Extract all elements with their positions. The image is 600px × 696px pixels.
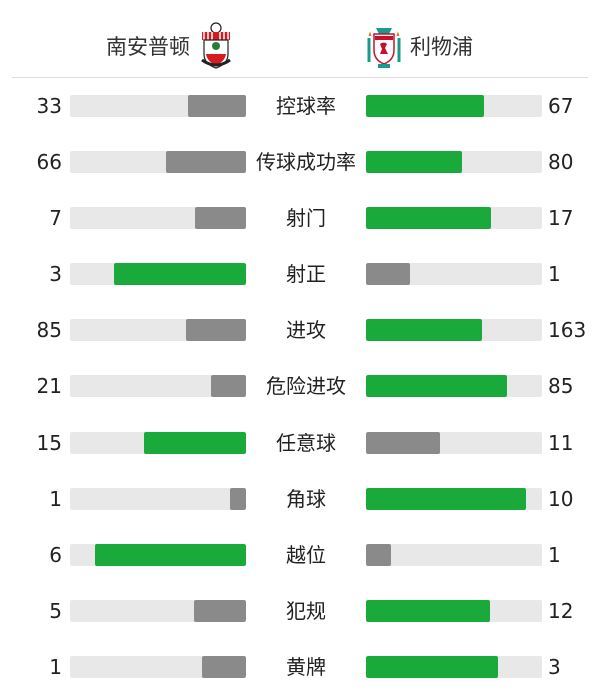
home-bar-track xyxy=(70,487,246,510)
home-team[interactable]: 南安普顿 xyxy=(106,22,234,70)
away-bar-track xyxy=(366,151,542,174)
home-bar-track xyxy=(70,207,246,230)
stats-list: 33 控球率 67 66 传球成功率 80 7 射门 17 3 xyxy=(0,78,600,695)
home-value: 1 xyxy=(49,654,62,679)
away-bar-track xyxy=(366,207,542,230)
home-bar-track xyxy=(70,151,246,174)
away-bar-track xyxy=(366,431,542,454)
away-bar-fill xyxy=(366,95,484,117)
stat-label: 犯规 xyxy=(286,598,326,623)
away-value: 17 xyxy=(548,206,574,231)
away-bar-fill xyxy=(366,375,508,398)
away-bar-track xyxy=(366,95,542,117)
header-divider xyxy=(12,77,588,78)
stat-label: 黄牌 xyxy=(286,654,326,679)
home-bar-track xyxy=(70,95,246,117)
home-bar-fill xyxy=(114,263,246,286)
stat-row: 85 进攻 163 xyxy=(0,302,600,358)
home-value: 21 xyxy=(36,374,62,399)
home-team-name: 南安普顿 xyxy=(106,35,190,59)
stat-label: 角球 xyxy=(286,486,326,511)
away-bar-track xyxy=(366,655,542,678)
stat-label: 射正 xyxy=(286,262,326,287)
liverpool-crest-icon xyxy=(367,28,401,68)
home-bar-track xyxy=(70,319,246,342)
stat-row: 66 传球成功率 80 xyxy=(0,134,600,190)
home-value: 3 xyxy=(49,262,62,287)
away-bar-fill xyxy=(366,263,410,286)
home-bar-fill xyxy=(166,151,246,174)
away-bar-fill xyxy=(366,319,482,342)
away-value: 10 xyxy=(548,486,574,511)
stat-row: 1 角球 10 xyxy=(0,471,600,527)
away-bar-track xyxy=(366,487,542,510)
away-value: 80 xyxy=(548,150,574,175)
away-team[interactable]: 利物浦 xyxy=(366,22,473,70)
away-value: 163 xyxy=(548,318,587,343)
away-team-name: 利物浦 xyxy=(410,35,473,59)
home-bar-track xyxy=(70,375,246,398)
away-bar-track xyxy=(366,319,542,342)
stat-row: 21 危险进攻 85 xyxy=(0,358,600,414)
away-value: 1 xyxy=(548,542,561,567)
away-bar-track xyxy=(366,263,542,286)
home-value: 5 xyxy=(49,598,62,623)
stat-label: 控球率 xyxy=(276,94,336,118)
southampton-crest-icon xyxy=(201,22,231,69)
away-bar-fill xyxy=(366,599,491,622)
match-header: 南安普顿 利物浦 xyxy=(0,0,600,78)
away-value: 85 xyxy=(548,374,574,399)
stat-row: 33 控球率 67 xyxy=(0,78,600,134)
home-bar-fill xyxy=(202,655,246,678)
away-bar-fill xyxy=(366,487,526,510)
away-bar-fill xyxy=(366,207,491,230)
home-bar-track xyxy=(70,599,246,622)
stat-row: 5 犯规 12 xyxy=(0,583,600,639)
home-bar-fill xyxy=(194,599,246,622)
away-value: 67 xyxy=(548,94,574,118)
away-bar-track xyxy=(366,599,542,622)
stat-row: 7 射门 17 xyxy=(0,190,600,246)
home-bar-fill xyxy=(230,487,246,510)
home-bar-fill xyxy=(211,375,246,398)
away-bar-fill xyxy=(366,431,441,454)
home-value: 33 xyxy=(36,94,62,118)
home-value: 15 xyxy=(36,430,62,455)
stat-row: 6 越位 1 xyxy=(0,527,600,583)
home-bar-track xyxy=(70,543,246,566)
home-bar-fill xyxy=(194,207,246,230)
away-bar-track xyxy=(366,375,542,398)
stat-label: 危险进攻 xyxy=(266,374,346,399)
away-bar-fill xyxy=(366,543,392,566)
stat-row: 15 任意球 11 xyxy=(0,415,600,471)
away-bar-track xyxy=(366,543,542,566)
home-value: 66 xyxy=(36,150,62,175)
home-bar-track xyxy=(70,431,246,454)
away-value: 12 xyxy=(548,598,574,623)
stat-label: 传球成功率 xyxy=(256,150,356,175)
stat-row: 1 黄牌 3 xyxy=(0,639,600,695)
home-bar-track xyxy=(70,655,246,678)
stat-label: 进攻 xyxy=(286,318,326,343)
home-bar-fill xyxy=(144,431,246,454)
home-value: 6 xyxy=(49,542,62,567)
home-value: 85 xyxy=(36,318,62,343)
away-bar-fill xyxy=(366,655,498,678)
stat-label: 越位 xyxy=(286,542,326,567)
home-bar-fill xyxy=(187,95,246,117)
home-bar-track xyxy=(70,263,246,286)
stat-row: 3 射正 1 xyxy=(0,246,600,302)
away-bar-fill xyxy=(366,151,463,174)
away-value: 1 xyxy=(548,262,561,287)
stat-label: 任意球 xyxy=(276,430,336,455)
home-value: 7 xyxy=(49,206,62,231)
home-value: 1 xyxy=(49,486,62,511)
away-value: 11 xyxy=(548,430,574,455)
home-bar-fill xyxy=(95,543,246,566)
away-value: 3 xyxy=(548,654,561,679)
stat-label: 射门 xyxy=(286,206,326,231)
home-bar-fill xyxy=(185,319,246,342)
